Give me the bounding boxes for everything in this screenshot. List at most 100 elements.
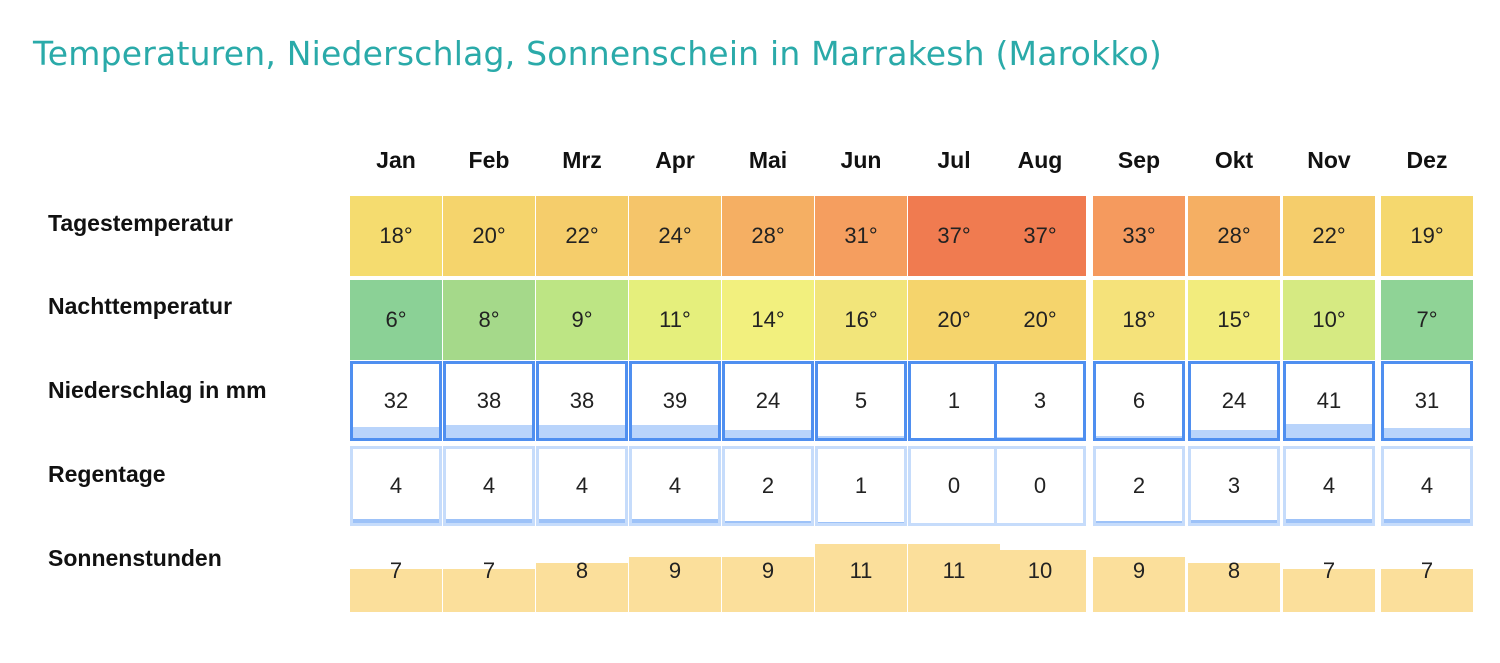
rain-days-cell: 4 [350,446,442,526]
temp-value: 37° [1023,223,1057,248]
rain-days-bar [353,519,439,523]
sun-hours-bar [443,569,535,612]
sun-hours-bar [1188,563,1280,612]
row-label-sun-hours: Sonnenstunden [48,545,222,571]
rain-days-cell: 4 [1283,446,1375,526]
day-temp-cell: 19° [1381,196,1473,276]
night-temp-cell: 10° [1283,280,1375,360]
precip-value: 32 [383,388,409,413]
precip-cell: 24 [1188,361,1280,441]
precip-cell: 3 [994,361,1086,441]
day-temp-cell: 37° [994,196,1086,276]
day-temp-cell: 31° [815,196,907,276]
sun-hours-bar [994,550,1086,612]
night-temp-cell: 11° [629,280,721,360]
night-temp-cell: 9° [536,280,628,360]
temp-value: 9° [571,307,593,332]
precip-cell: 41 [1283,361,1375,441]
month-header: Jun [840,147,882,173]
sun-hours-bar [815,544,907,612]
sun-hours-value: 7 [1420,558,1434,583]
month-header: Mrz [562,147,602,173]
precip-cell: 24 [722,361,814,441]
precip-value: 24 [755,388,781,413]
precip-bar [632,425,718,438]
rain-days-value: 4 [668,473,682,498]
sun-hours-bar [722,557,814,612]
precip-value: 41 [1316,388,1342,413]
temp-value: 10° [1312,307,1346,332]
sun-hours-cell: 11 [815,532,907,612]
month-header: Okt [1214,147,1254,173]
precip-bar [725,430,811,438]
sun-hours-value: 10 [1027,558,1053,583]
precip-value: 3 [1033,388,1047,413]
chart-title: Temperaturen, Niederschlag, Sonnenschein… [33,34,1162,73]
temp-value: 22° [1312,223,1346,248]
sun-hours-cell: 9 [1093,532,1185,612]
night-temp-cell: 18° [1093,280,1185,360]
rain-days-value: 4 [1420,473,1434,498]
row-label-precip: Niederschlag in mm [48,377,267,403]
temp-value: 31° [844,223,878,248]
sun-hours-value: 9 [761,558,775,583]
rain-days-cell: 4 [536,446,628,526]
precip-value: 31 [1414,388,1440,413]
sun-hours-bar [1283,569,1375,612]
precip-value: 24 [1221,388,1247,413]
precip-bar [1096,436,1182,438]
rain-days-value: 4 [482,473,496,498]
day-temp-cell: 22° [1283,196,1375,276]
precip-bar [353,427,439,438]
rain-days-bar [1191,520,1277,523]
rain-days-cell: 4 [1381,446,1473,526]
sun-hours-value: 9 [668,558,682,583]
temp-value: 20° [1023,307,1057,332]
rain-days-value: 0 [1033,473,1047,498]
precip-cell: 1 [908,361,1000,441]
sun-hours-value: 11 [942,558,966,583]
month-header: Jul [937,147,971,173]
day-temp-cell: 28° [722,196,814,276]
month-header: Feb [468,147,510,173]
temp-value: 18° [379,223,413,248]
sun-hours-bar [1381,569,1473,612]
sun-hours-value: 8 [1227,558,1241,583]
row-label-rain-days: Regentage [48,461,166,487]
sun-hours-value: 7 [482,558,496,583]
rain-days-bar [1286,519,1372,523]
month-header: Jan [376,147,416,173]
sun-hours-cell: 7 [1283,532,1375,612]
temp-value: 20° [472,223,506,248]
precip-cell: 31 [1381,361,1473,441]
month-header: Sep [1117,147,1161,173]
rain-days-cell: 4 [443,446,535,526]
precip-value: 38 [476,388,502,413]
sun-hours-cell: 10 [994,532,1086,612]
day-temp-cell: 18° [350,196,442,276]
rain-days-bar [446,519,532,523]
precip-value: 39 [662,388,688,413]
rain-days-value: 0 [947,473,961,498]
temp-value: 15° [1217,307,1251,332]
sun-hours-cell: 8 [536,532,628,612]
precip-cell: 39 [629,361,721,441]
day-temp-cell: 33° [1093,196,1185,276]
precip-value: 38 [569,388,595,413]
rain-days-bar [1384,519,1470,523]
temp-value: 8° [478,307,500,332]
precip-bar [446,425,532,438]
precip-cell: 32 [350,361,442,441]
sun-hours-bar [629,557,721,612]
temp-value: 14° [751,307,785,332]
rain-days-value: 1 [854,473,868,498]
night-temp-cell: 14° [722,280,814,360]
day-temp-cell: 37° [908,196,1000,276]
day-temp-cell: 22° [536,196,628,276]
sun-hours-cell: 7 [350,532,442,612]
rain-days-value: 4 [575,473,589,498]
rain-days-cell: 1 [815,446,907,526]
day-temp-cell: 28° [1188,196,1280,276]
temp-value: 28° [751,223,785,248]
rain-days-cell: 3 [1188,446,1280,526]
